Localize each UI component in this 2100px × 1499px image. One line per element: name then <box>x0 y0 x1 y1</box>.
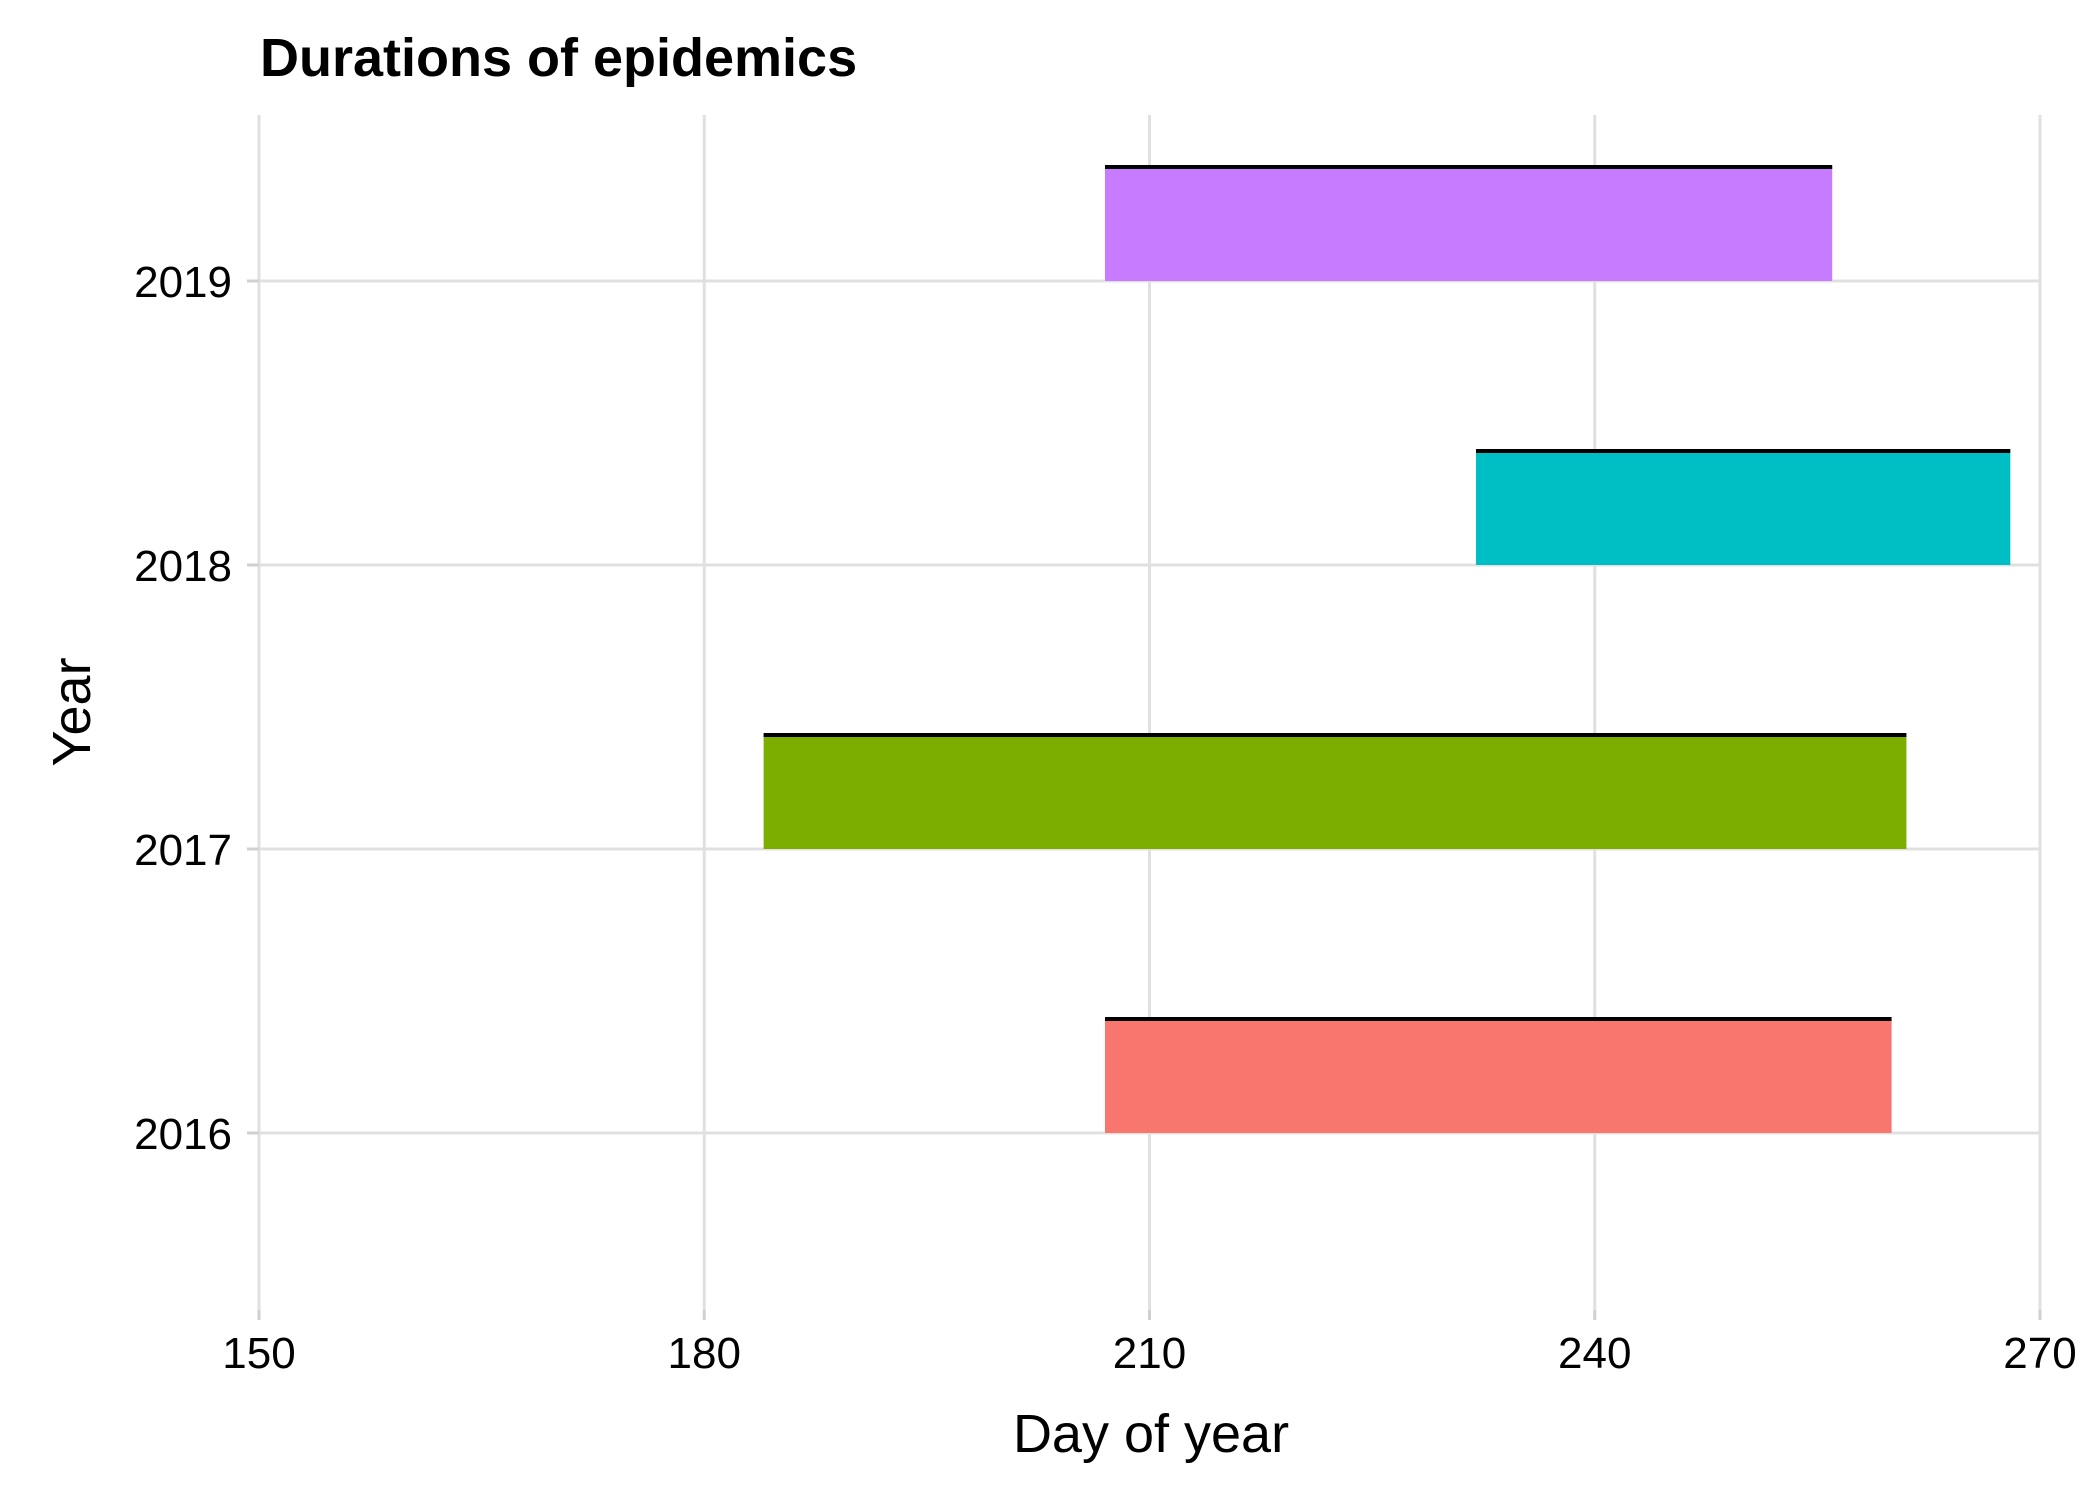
chart-title: Durations of epidemics <box>260 28 857 88</box>
x-tick-label: 240 <box>1558 1329 1631 1378</box>
x-tick-label: 270 <box>2003 1329 2076 1378</box>
x-axis-ticks: 150 180 210 240 270 <box>222 1310 2077 1378</box>
duration-bar-2018 <box>1476 451 2011 565</box>
bars-layer <box>763 165 2011 1133</box>
y-tick-label: 2018 <box>134 542 232 591</box>
x-tick-label: 180 <box>668 1329 741 1378</box>
x-tick-label: 210 <box>1113 1329 1186 1378</box>
y-tick-label: 2016 <box>134 1110 232 1159</box>
y-axis-ticks: 2016 2017 2018 2019 <box>134 258 259 1159</box>
x-axis-label: Day of year <box>1013 1404 1289 1464</box>
duration-bar-2017 <box>763 735 1907 849</box>
y-tick-label: 2019 <box>134 258 232 307</box>
y-axis-label: Year <box>42 657 102 766</box>
duration-bar-2019 <box>1104 167 1833 281</box>
x-tick-label: 150 <box>222 1329 295 1378</box>
y-tick-label: 2017 <box>134 826 232 875</box>
duration-bar-2016 <box>1104 1019 1892 1133</box>
